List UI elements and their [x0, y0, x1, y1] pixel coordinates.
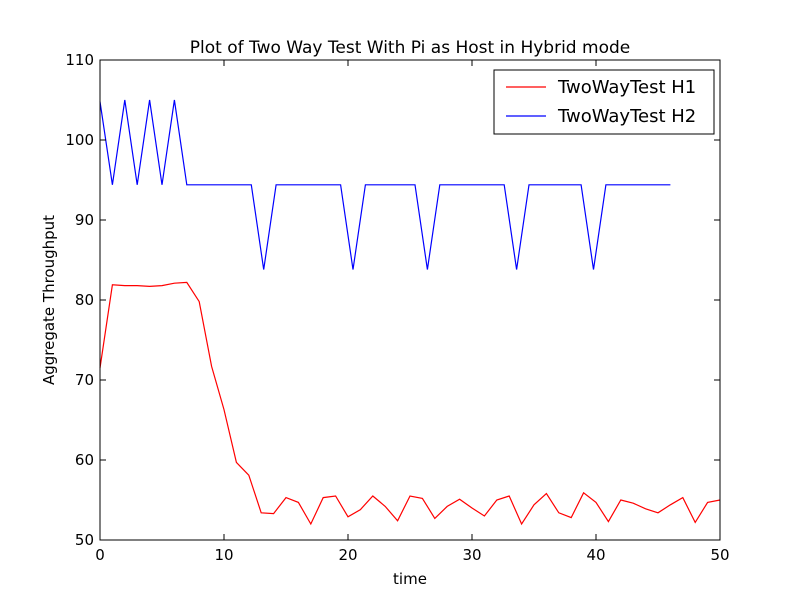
chart-title: Plot of Two Way Test With Pi as Host in …: [190, 38, 630, 58]
y-tick-label: 60: [75, 451, 94, 469]
legend-label: TwoWayTest H2: [557, 106, 696, 127]
x-axis-label: time: [393, 570, 427, 588]
legend-label: TwoWayTest H1: [557, 77, 696, 98]
series-line-2: [99, 99, 671, 270]
y-tick-label: 80: [75, 291, 94, 309]
y-tick-label: 110: [65, 51, 94, 69]
legend: TwoWayTest H1 TwoWayTest H2: [493, 69, 715, 135]
x-axis: 0 10 20 30 40 50: [95, 60, 730, 564]
y-tick-label: 70: [75, 371, 94, 389]
x-tick-label: 20: [338, 546, 357, 564]
x-tick-label: 50: [710, 546, 729, 564]
legend-box: [493, 69, 715, 135]
y-tick-label: 50: [75, 531, 94, 549]
x-tick-label: 0: [95, 546, 105, 564]
series-line-1: [99, 281, 721, 526]
y-axis-label: Aggregate Throughput: [40, 215, 58, 385]
y-tick-label: 90: [75, 211, 94, 229]
y-tick-label: 100: [65, 131, 94, 149]
x-tick-label: 40: [586, 546, 605, 564]
x-tick-label: 30: [462, 546, 481, 564]
series-layer: [99, 99, 721, 526]
y-axis: 50 60 70 80 90 100 110: [65, 51, 720, 549]
x-tick-label: 10: [214, 546, 233, 564]
